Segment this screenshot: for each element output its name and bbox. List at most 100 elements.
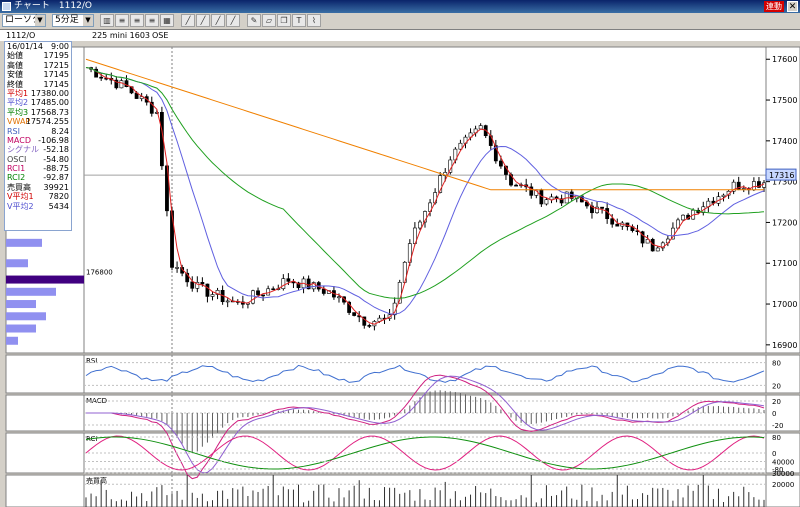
panel-row: 高値 17215 xyxy=(5,61,71,70)
chart-type-value: ローソク xyxy=(5,15,42,25)
candle-body xyxy=(195,282,200,289)
bar-chart-icon[interactable]: ▥ xyxy=(100,14,114,27)
line-icon[interactable]: ╱ xyxy=(226,14,240,27)
signal-line xyxy=(86,375,765,474)
app-icon xyxy=(2,2,11,11)
candle-body xyxy=(210,294,215,297)
interval-select[interactable]: 5分足 ▼ xyxy=(52,14,94,27)
window-title: チャート 1112/O xyxy=(14,1,92,11)
data-panel: 16/01/14 9:00 始値 17195 高値 17215 安値 17145 終値 17145… xyxy=(4,41,72,231)
text-icon[interactable]: T xyxy=(292,14,306,27)
candle-body xyxy=(119,80,124,89)
panel-value: 17145 xyxy=(43,70,69,80)
current-price-box xyxy=(765,168,797,181)
line-icon[interactable]: ╱ xyxy=(181,14,195,27)
candle-body xyxy=(99,76,104,79)
panel-value: 17568.73 xyxy=(30,107,69,117)
macd-left-pane xyxy=(5,394,85,432)
candle-body xyxy=(367,325,372,327)
candle-body xyxy=(352,312,357,316)
candle-body xyxy=(200,282,205,285)
candle-body xyxy=(266,288,271,296)
candle-body xyxy=(185,272,190,283)
candle-body xyxy=(281,278,286,289)
candle-body xyxy=(498,160,503,167)
candle-body xyxy=(590,205,594,214)
candle-body xyxy=(418,221,422,229)
candle-body xyxy=(721,194,726,197)
candle-body xyxy=(311,282,316,290)
panel-value: -106.98 xyxy=(38,135,69,145)
candle-body xyxy=(478,125,483,130)
panel-row: V平均2 5434 xyxy=(5,202,71,211)
list-icon[interactable]: ≡ xyxy=(130,14,144,27)
panel-row: OSCI -54.80 xyxy=(5,155,71,164)
panel-value: 17215 xyxy=(43,60,69,70)
chevron-down-icon[interactable]: ▼ xyxy=(83,15,93,26)
candle-body xyxy=(175,267,179,269)
candle-body xyxy=(423,211,427,223)
candle-body xyxy=(615,223,620,227)
panel-value: 17485.00 xyxy=(30,98,69,108)
eraser-icon[interactable]: ▱ xyxy=(262,14,276,27)
main-axis-pane xyxy=(765,46,800,354)
link-button[interactable]: 連動 xyxy=(764,1,784,12)
panel-row: 始値 17195 xyxy=(5,51,71,60)
vol-axis-pane xyxy=(765,474,800,507)
candle-body xyxy=(124,80,129,88)
volume-profile-bar xyxy=(6,312,46,321)
copy-icon[interactable]: ❐ xyxy=(277,14,291,27)
rci-tick-label: -80 xyxy=(772,466,783,474)
candle-body xyxy=(362,316,367,326)
panel-label: 平均3 xyxy=(7,107,29,117)
rsi-title: RSI xyxy=(86,357,97,365)
current-price-label: 17316 xyxy=(769,171,794,180)
panel-label: RCI1 xyxy=(7,164,26,174)
rsi-axis-pane xyxy=(765,354,800,394)
table-icon[interactable]: ▦ xyxy=(160,14,174,27)
candle-body xyxy=(225,300,230,303)
chevron-down-icon[interactable]: ▼ xyxy=(35,15,45,26)
price-axis-label: 17200 xyxy=(772,218,797,227)
rci-left-pane xyxy=(5,432,85,474)
rsi-pane xyxy=(83,354,767,394)
line-icon[interactable]: ╱ xyxy=(211,14,225,27)
candle-body xyxy=(251,290,255,304)
panel-value: -54.80 xyxy=(43,154,69,164)
candle-body xyxy=(493,145,498,162)
rsi-line xyxy=(85,364,765,383)
panel-label: 高値 xyxy=(7,60,23,70)
price-axis-label: 17100 xyxy=(772,259,797,268)
candle-body xyxy=(306,278,311,290)
fibonacci-icon[interactable]: ⌇ xyxy=(307,14,321,27)
contract-label: 225 mini 1603 xyxy=(92,31,151,40)
candle-body xyxy=(645,239,650,244)
panel-row: 売買高 39921 xyxy=(5,183,71,192)
close-button[interactable]: ✕ xyxy=(787,1,798,12)
line-icon[interactable]: ╱ xyxy=(196,14,210,27)
volume-profile-bar xyxy=(6,336,18,345)
list-icon[interactable]: ≡ xyxy=(115,14,129,27)
panel-value: 17380.00 xyxy=(30,88,69,98)
macd-tick-label: -20 xyxy=(772,422,783,430)
volume-profile-bar xyxy=(6,324,36,333)
candle-body xyxy=(114,79,119,89)
candle-body xyxy=(757,181,761,188)
panel-row: RCI2 -92.87 xyxy=(5,173,71,182)
list-icon[interactable]: ≡ xyxy=(145,14,159,27)
panel-value: 17145 xyxy=(43,79,69,89)
panel-label: 16/01/14 xyxy=(7,42,43,51)
panel-row: 安値 17145 xyxy=(5,70,71,79)
chart-type-select[interactable]: ローソク ▼ xyxy=(2,14,46,27)
panel-row: 16/01/14 9:00 xyxy=(5,42,71,51)
panel-value: -88.75 xyxy=(43,164,69,174)
candle-body xyxy=(271,288,276,291)
candle-body xyxy=(397,282,402,304)
rsi-tick-label: 80 xyxy=(772,360,781,368)
window-titlebar: チャート 1112/O 連動 ✕ xyxy=(0,0,800,13)
chart-area[interactable]: 17600 17500 17400 17300 17200 17100 17000 16900… xyxy=(0,41,800,507)
candle-body xyxy=(347,301,352,313)
pencil-icon[interactable]: ✎ xyxy=(247,14,261,27)
candle-body xyxy=(448,159,453,173)
rsi-tick-label: 20 xyxy=(772,382,781,390)
